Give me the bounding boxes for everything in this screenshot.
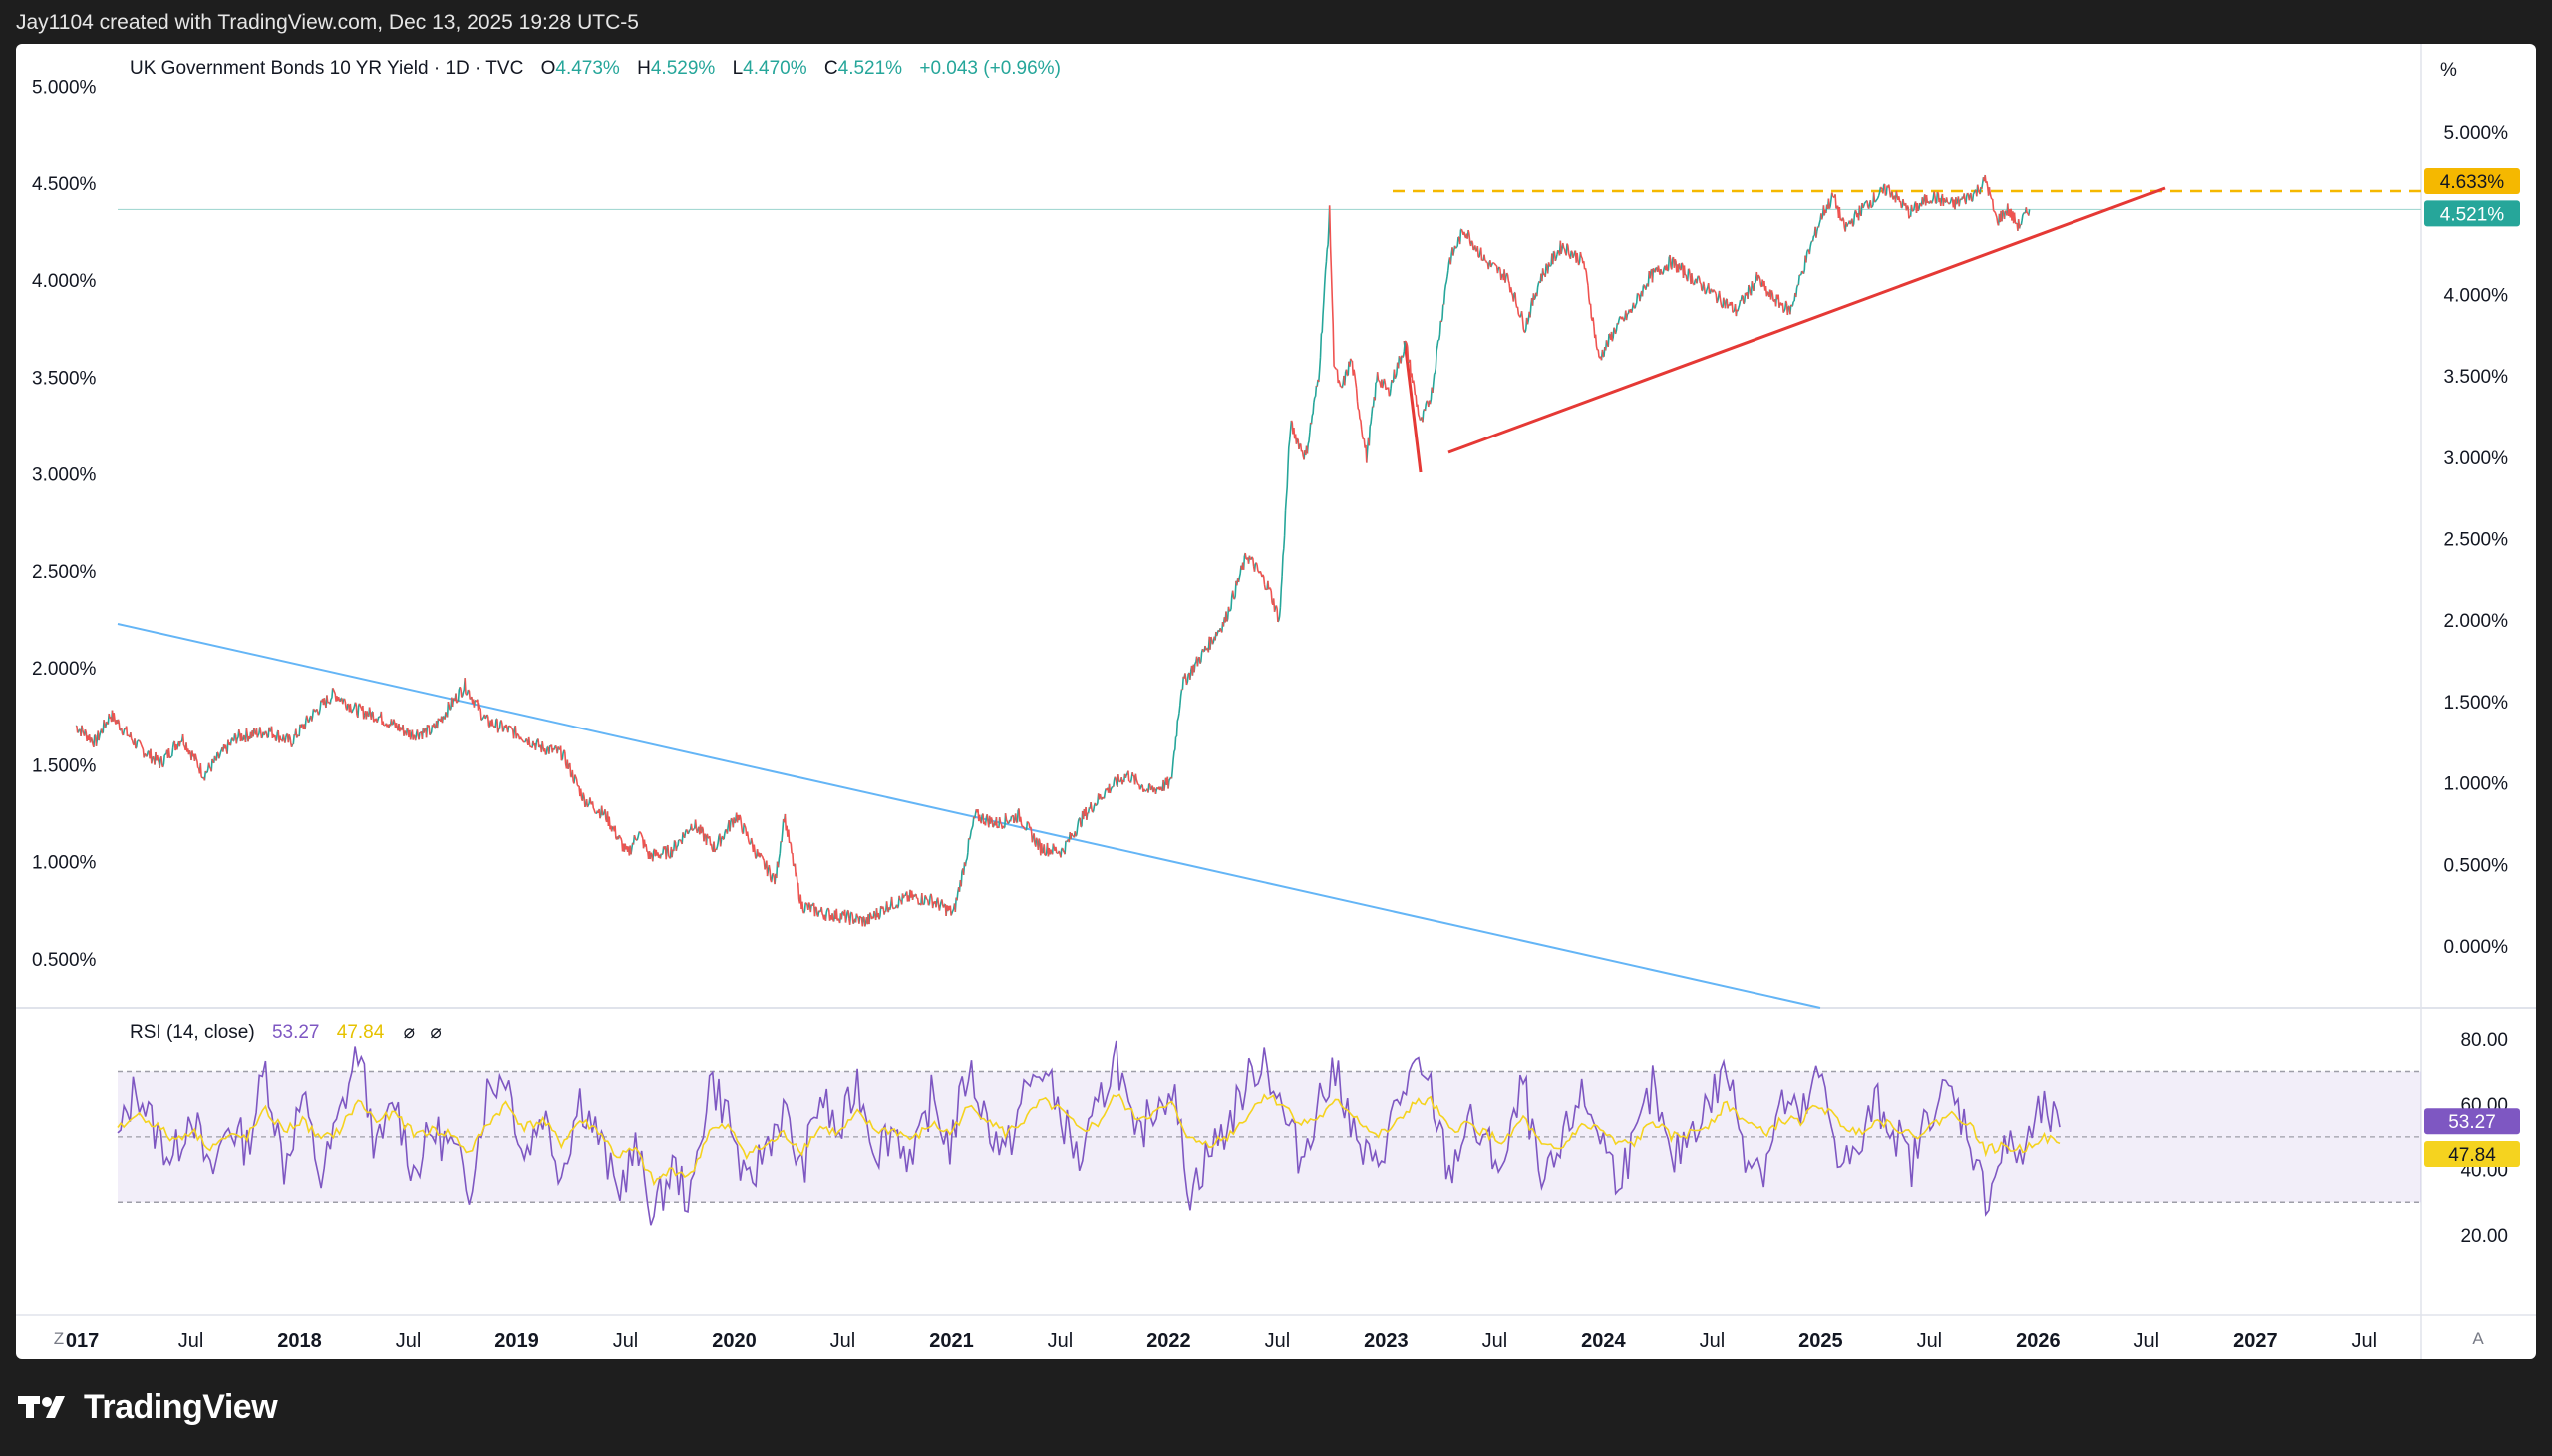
price-badge: 4.521% (2440, 204, 2505, 225)
time-tick-label: Jul (2134, 1330, 2160, 1352)
axis-unit-label[interactable]: % (2440, 60, 2457, 81)
time-tick-label: 2021 (929, 1330, 974, 1352)
left-tick-label: 4.500% (32, 174, 97, 195)
chart-frame[interactable]: 5.000% 4.500% 4.000% 3.500% 3.000% 2.500% 2.00… (16, 44, 2536, 1359)
visibility-icon[interactable]: ⌀ (404, 1022, 415, 1043)
legend-o-label: O (541, 58, 556, 79)
rsi-legend-value: 53.27 (272, 1022, 320, 1043)
time-tick-label: 2026 (2016, 1330, 2061, 1352)
rsi-ma-badge: 47.84 (2448, 1145, 2496, 1166)
time-tick-label: Jul (1917, 1330, 1943, 1352)
right-price-axis[interactable]: 5.000%4.500%4.000%3.500%3.000%2.500%2.00… (2444, 123, 2509, 958)
right-tick-label: 0.500% (2444, 855, 2509, 876)
time-tick-label: 2025 (1798, 1330, 1843, 1352)
left-tick-label: 3.000% (32, 465, 97, 486)
legend-c-value: 4.521% (838, 58, 903, 79)
drop-trendline (1403, 340, 1423, 473)
rsi-legend-row[interactable]: RSI (14, close) 53.27 47.84 ⌀ ⌀ (130, 1022, 442, 1043)
chart-svg[interactable]: 5.000% 4.500% 4.000% 3.500% 3.000% 2.500% 2.00… (16, 44, 2536, 1359)
legend-c-label: C (824, 58, 838, 79)
time-tick-label: Jul (613, 1330, 639, 1352)
tradingview-logo-icon (18, 1390, 72, 1424)
time-tick-label: Jul (1700, 1330, 1726, 1352)
price-down-segments (76, 174, 2030, 927)
time-tick-label: Jul (1048, 1330, 1074, 1352)
price-series (75, 174, 2031, 927)
time-tick-label: 2019 (494, 1330, 539, 1352)
legend-change: +0.043 (+0.96%) (919, 58, 1061, 79)
right-tick-label: 0.000% (2444, 937, 2509, 958)
right-tick-label: 5.000% (2444, 123, 2509, 144)
time-tick-label: 2020 (712, 1330, 757, 1352)
zoom-reset-button[interactable]: Z (54, 1329, 64, 1348)
rsi-ma-badge-bg (2424, 1140, 2520, 1167)
right-tick-label: 2.500% (2444, 530, 2509, 551)
left-tick-label: 5.000% (32, 78, 97, 99)
left-tick-label: 3.500% (32, 368, 97, 389)
tradingview-brand[interactable]: TradingView (18, 1381, 278, 1433)
price-up-segments (75, 174, 2031, 927)
time-tick-label: Jul (396, 1330, 422, 1352)
rsi-series (117, 1040, 2061, 1226)
rsi-legend-label[interactable]: RSI (14, close) (130, 1022, 255, 1043)
descending-trendline (117, 623, 1821, 1009)
left-tick-label: 2.000% (32, 659, 97, 680)
time-tick-label: 2027 (2233, 1330, 2278, 1352)
price-badges: 4.633% 4.521% 53.27 47.84 (2424, 167, 2520, 1167)
rsi-badge: 53.27 (2448, 1112, 2496, 1133)
legend-l-label: L (733, 58, 744, 79)
time-tick-label: 2024 (1581, 1330, 1626, 1352)
legend-h-value: 4.529% (651, 58, 716, 79)
time-tick-label: 017 (66, 1330, 99, 1352)
price-badge-bg (2424, 200, 2520, 227)
legend-l-value: 4.470% (743, 58, 807, 79)
left-tick-label: 2.500% (32, 562, 97, 583)
rsi-tick-label: 20.00 (2460, 1226, 2508, 1247)
legend-o-value: 4.473% (555, 58, 620, 79)
visibility-icon-2[interactable]: ⌀ (430, 1022, 441, 1043)
ascending-trendline (1447, 186, 2166, 454)
rsi-legend-ma-value: 47.84 (337, 1022, 385, 1043)
time-tick-label: 2023 (1364, 1330, 1409, 1352)
left-tick-label: 4.000% (32, 271, 97, 292)
right-tick-label: 1.500% (2444, 693, 2509, 714)
legend-symbol[interactable]: UK Government Bonds 10 YR Yield · 1D · T… (130, 58, 523, 79)
level-badge: 4.633% (2440, 172, 2505, 193)
time-tick-label: Jul (830, 1330, 856, 1352)
legend-h-label: H (637, 58, 651, 79)
time-axis[interactable]: 017 Jul 2018 Jul 2019 Jul 2020 Jul 2021 Jul 2022 Ju… (66, 1330, 2377, 1352)
time-tick-label: 2018 (277, 1330, 322, 1352)
right-tick-label: 4.000% (2444, 285, 2509, 306)
time-tick-label: Jul (1265, 1330, 1291, 1352)
rsi-ma-line (117, 1093, 2061, 1187)
time-tick-label: 2022 (1146, 1330, 1191, 1352)
legend-row[interactable]: UK Government Bonds 10 YR Yield · 1D · T… (130, 58, 1061, 79)
right-tick-label: 3.000% (2444, 448, 2509, 469)
attribution-text: Jay1104 created with TradingView.com, De… (16, 11, 639, 34)
drawings-layer[interactable] (117, 186, 2421, 1009)
left-tick-label: 1.500% (32, 755, 97, 776)
right-tick-label: 1.000% (2444, 774, 2509, 795)
time-tick-label: Jul (178, 1330, 204, 1352)
time-tick-label: Jul (1482, 1330, 1508, 1352)
axis-unit-box[interactable] (2431, 50, 2527, 84)
attribution-bar: Jay1104 created with TradingView.com, De… (0, 0, 2552, 46)
rsi-tick-label: 80.00 (2460, 1030, 2508, 1051)
left-price-axis[interactable]: 5.000% 4.500% 4.000% 3.500% 3.000% 2.500% 2.00… (32, 78, 97, 971)
brand-name: TradingView (84, 1387, 278, 1426)
time-tick-label: Jul (2352, 1330, 2378, 1352)
right-tick-label: 2.000% (2444, 611, 2509, 632)
right-tick-label: 3.500% (2444, 367, 2509, 388)
left-tick-label: 0.500% (32, 950, 97, 971)
left-tick-label: 1.000% (32, 853, 97, 874)
auto-scale-button[interactable]: A (2472, 1329, 2484, 1348)
level-badge-bg (2424, 167, 2520, 194)
rsi-badge-bg (2424, 1108, 2520, 1135)
